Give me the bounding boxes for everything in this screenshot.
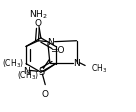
Text: CH$_3$: CH$_3$ (91, 62, 107, 74)
Text: N: N (47, 38, 54, 47)
Text: O: O (35, 19, 42, 28)
Text: N: N (23, 66, 30, 75)
Text: (CH$_3$): (CH$_3$) (2, 57, 24, 69)
Text: S: S (38, 67, 44, 77)
Text: (CH$_3$): (CH$_3$) (17, 69, 39, 82)
Text: O: O (42, 90, 49, 98)
Text: NH$_2$: NH$_2$ (29, 8, 47, 20)
Text: =O: =O (50, 46, 64, 55)
Text: N: N (73, 59, 80, 68)
